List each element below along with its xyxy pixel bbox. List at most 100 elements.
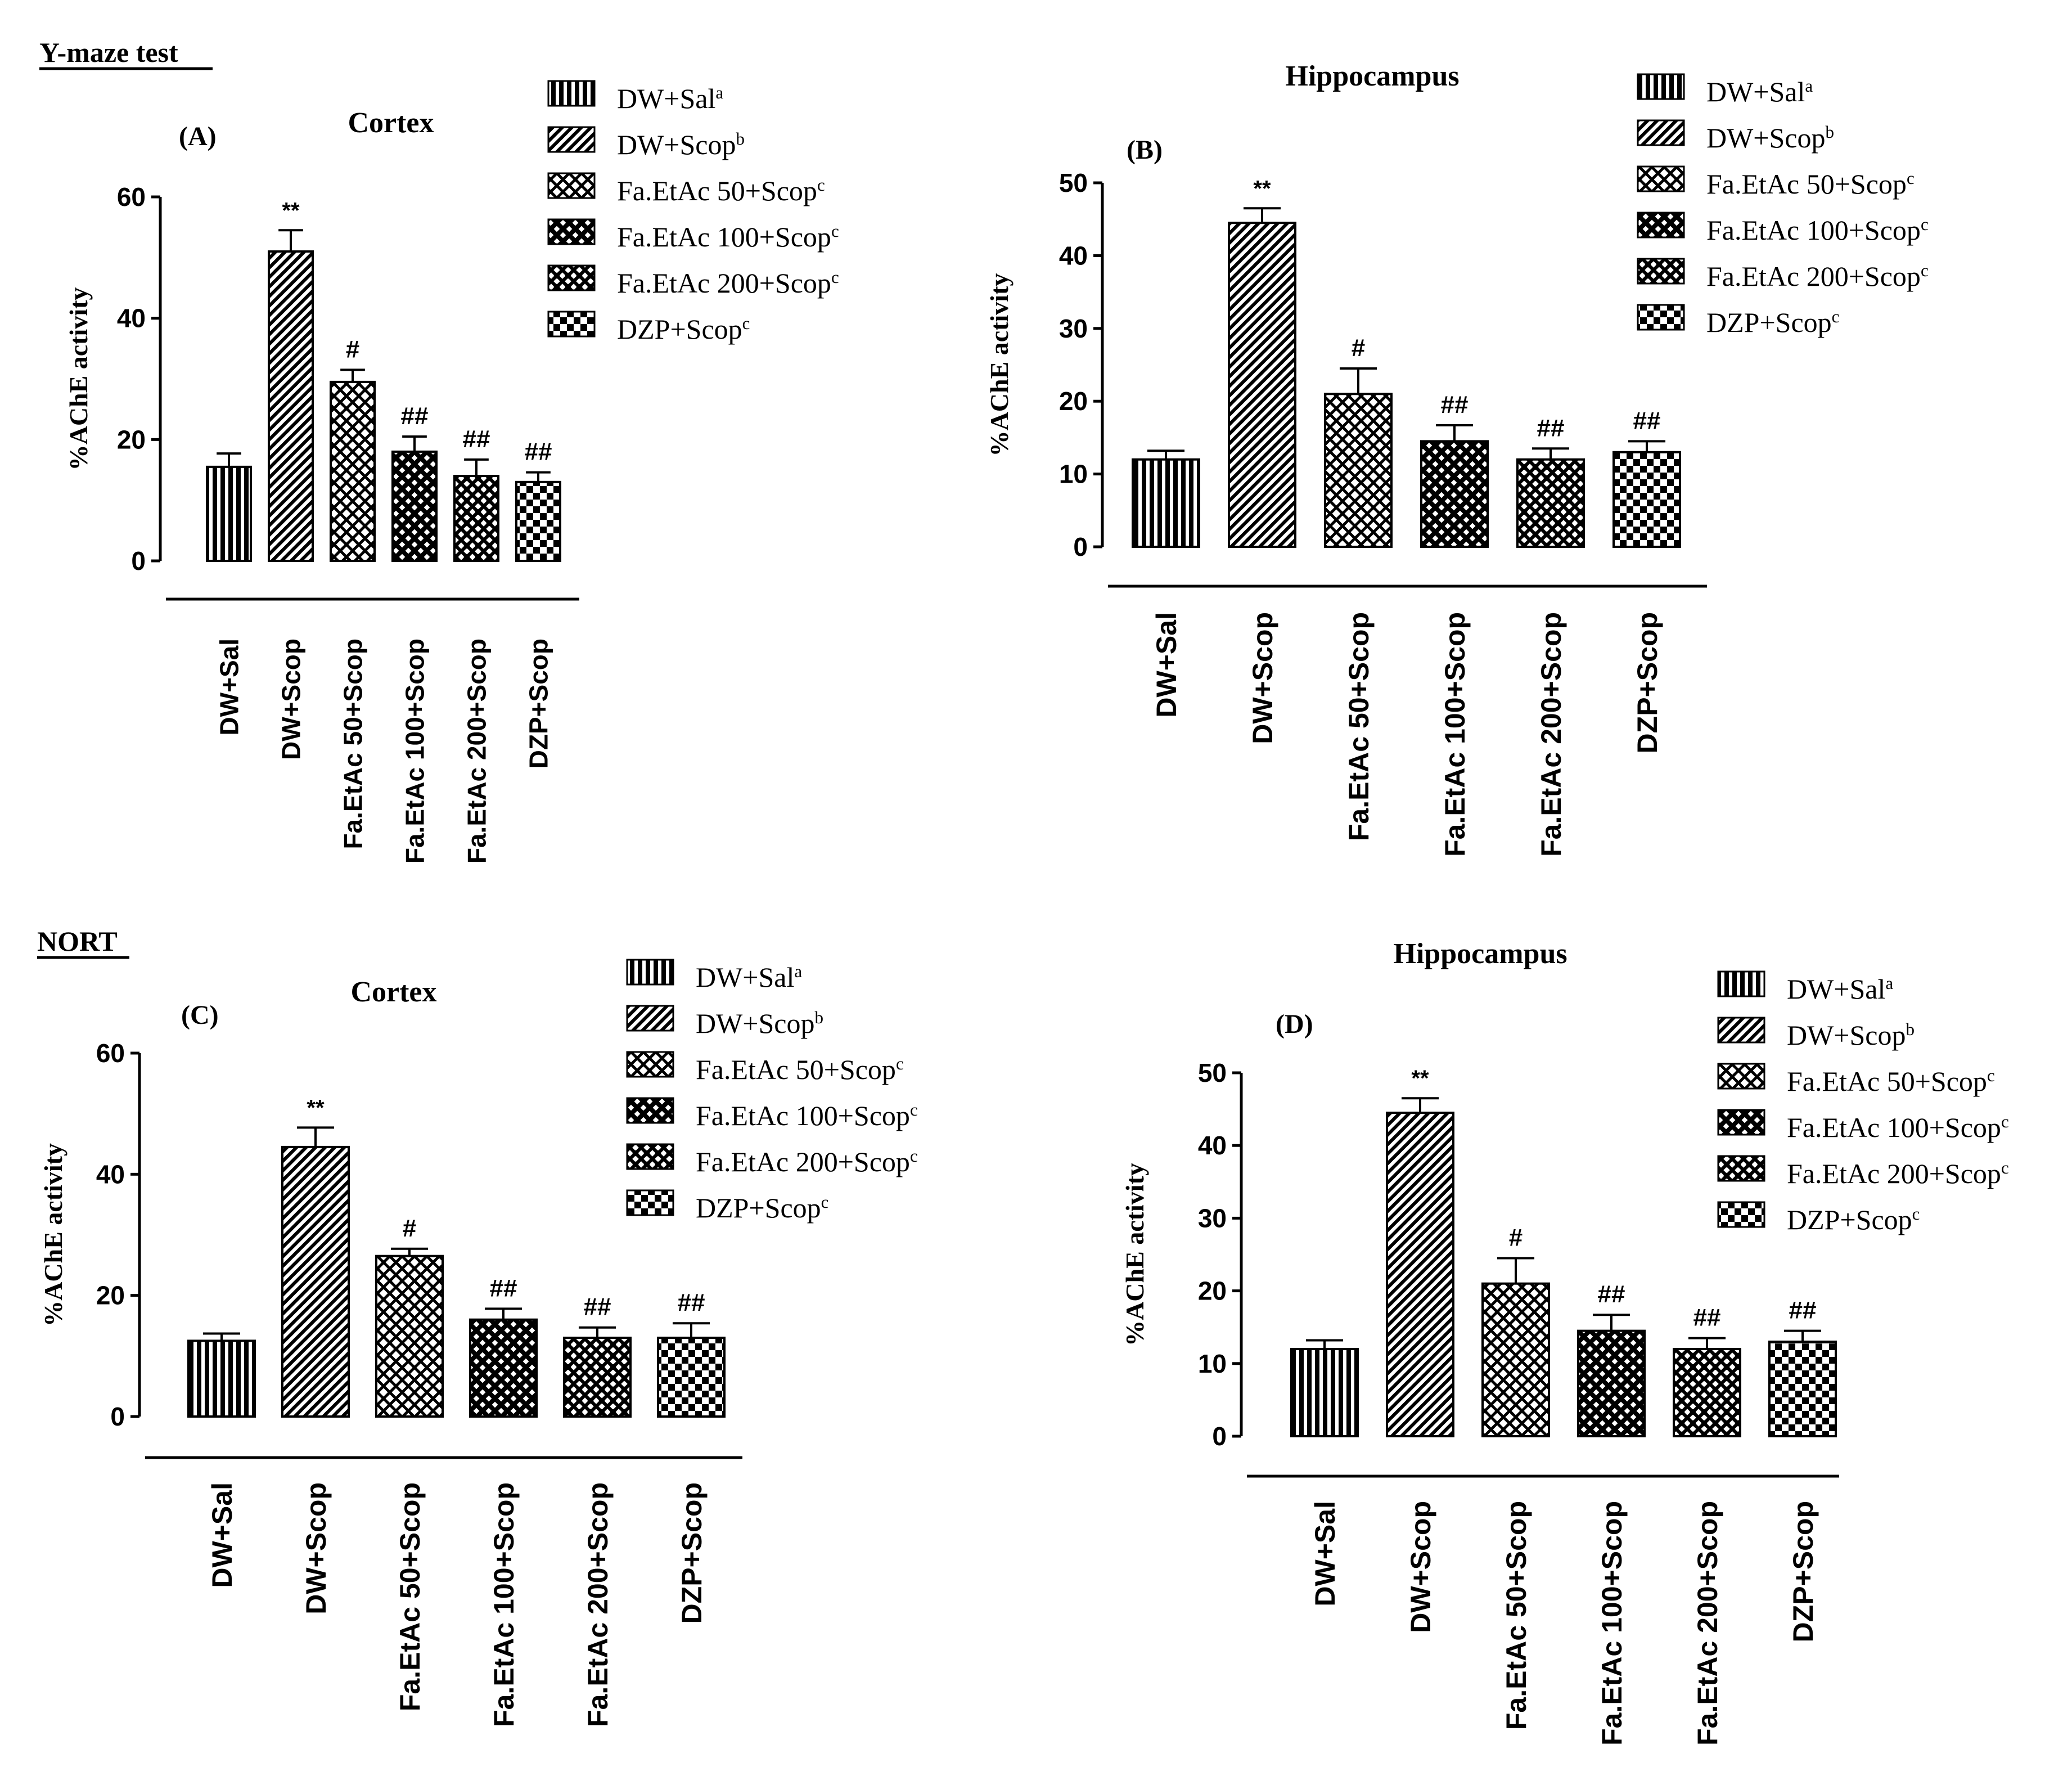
x-tick-label: DW+Sal: [1309, 1501, 1341, 1607]
chart-panel-c: (C) Cortex 0 20 40 60 %AChE activity DW+Sal ** DW…: [39, 959, 918, 1727]
x-tick-label: DW+Sal: [215, 639, 244, 736]
legend-swatch: [1637, 304, 1685, 331]
bar: [1324, 393, 1393, 548]
legend-swatch: [1717, 1201, 1765, 1228]
x-tick-label: DW+Scop: [300, 1482, 332, 1615]
x-tick-label: DZP+Scop: [524, 639, 553, 768]
significance-label: #: [1509, 1224, 1523, 1251]
bar: [469, 1318, 538, 1418]
bar: [391, 450, 438, 563]
section-label-nort: NORT: [37, 925, 129, 959]
legend-swatch: [1637, 165, 1685, 192]
significance-label: **: [307, 1095, 325, 1120]
bar: [281, 1145, 350, 1418]
panel-label: (C): [181, 1000, 219, 1030]
significance-label: ##: [678, 1289, 705, 1316]
x-tick-label: Fa.EtAc 200+Scop: [582, 1482, 614, 1727]
legend-superscript: a: [1805, 76, 1813, 96]
legend-entry: DW+Scopb: [1706, 122, 1834, 154]
legend-swatch: [1717, 1017, 1765, 1044]
section-label-ymaze: Y-maze test: [39, 37, 213, 70]
y-tick-label: 50: [1059, 168, 1088, 197]
bar: [1673, 1347, 1741, 1437]
y-tick-label: 30: [1198, 1203, 1227, 1233]
x-tick-label: DW+Sal: [1151, 612, 1182, 718]
legend-entry: DZP+Scopc: [1787, 1204, 1920, 1236]
legend-entry: DW+Sala: [617, 83, 723, 115]
legend-label: Fa.EtAc 50+Scop: [1787, 1065, 1987, 1097]
significance-label: ##: [490, 1274, 517, 1302]
significance-label: #: [1352, 334, 1365, 362]
y-tick-label: 20: [1059, 386, 1088, 416]
y-tick-label: 20: [1198, 1276, 1227, 1306]
legend-label: DW+Sal: [696, 961, 794, 993]
chart-title: Hippocampus: [1285, 60, 1459, 92]
chart-panel-a: (A) Cortex 0 20 40 60 %AChE activity DW+Sal ** DW…: [64, 80, 839, 864]
legend-superscript: c: [831, 267, 839, 287]
legend-superscript: c: [910, 1146, 918, 1166]
legend-entry: DW+Sala: [1706, 76, 1813, 108]
x-tick-label: DZP+Scop: [1787, 1501, 1819, 1642]
legend-entry: DZP+Scopc: [696, 1192, 828, 1224]
x-tick-label: Fa.EtAc 100+Scop: [1439, 612, 1471, 857]
legend-entry: Fa.EtAc 50+Scopc: [617, 175, 825, 207]
legend-swatch: [626, 1189, 674, 1216]
legend-superscript: c: [1832, 307, 1840, 326]
legend-swatch: [547, 264, 596, 291]
legend-label: Fa.EtAc 100+Scop: [1787, 1112, 2001, 1143]
legend-label: DW+Scop: [617, 129, 736, 160]
legend-label: DW+Scop: [1706, 122, 1826, 154]
legend-entry: Fa.EtAc 200+Scopc: [696, 1146, 918, 1178]
bar: [1132, 458, 1200, 548]
significance-label: ##: [1633, 407, 1661, 434]
legend-superscript: c: [742, 313, 750, 333]
y-tick-label: 20: [117, 425, 146, 454]
legend-label: Fa.EtAc 50+Scop: [696, 1054, 896, 1085]
bar: [1612, 451, 1681, 548]
chart-title: Hippocampus: [1393, 938, 1567, 970]
significance-label: ##: [401, 402, 429, 430]
bar: [375, 1255, 444, 1418]
legend-superscript: a: [715, 83, 723, 102]
y-tick-label: 0: [110, 1402, 125, 1431]
legend-label: DW+Scop: [696, 1008, 815, 1039]
y-tick-label: 40: [117, 304, 146, 333]
legend-superscript: c: [821, 1192, 829, 1212]
significance-label: #: [346, 335, 359, 363]
legend-superscript: c: [817, 175, 825, 195]
legend-superscript: c: [896, 1054, 904, 1073]
legend-superscript: c: [831, 221, 839, 241]
legend-swatch: [1637, 258, 1685, 285]
bar: [1420, 440, 1489, 548]
y-tick-label: 40: [96, 1159, 125, 1189]
legend-label: DZP+Scop: [1706, 307, 1832, 338]
bar: [1228, 222, 1296, 548]
y-tick-label: 0: [1073, 532, 1088, 561]
legend-label: Fa.EtAc 200+Scop: [696, 1146, 910, 1177]
chart-title: Cortex: [348, 107, 434, 139]
legend-superscript: c: [1921, 214, 1929, 234]
legend-superscript: c: [2001, 1112, 2009, 1131]
bar: [657, 1337, 726, 1418]
significance-label: **: [1253, 176, 1271, 201]
legend-label: DW+Sal: [1706, 76, 1805, 107]
significance-label: ##: [1441, 391, 1469, 419]
legend-entry: Fa.EtAc 100+Scopc: [1787, 1112, 2009, 1144]
chart-title: Cortex: [350, 976, 436, 1008]
x-tick-label: Fa.EtAc 50+Scop: [1501, 1501, 1532, 1730]
legend-entry: Fa.EtAc 200+Scopc: [617, 267, 839, 299]
y-tick-label: 0: [1212, 1422, 1227, 1451]
legend-label: Fa.EtAc 200+Scop: [1706, 260, 1921, 292]
legend-superscript: a: [1885, 973, 1893, 993]
legend-swatch: [1717, 970, 1765, 997]
x-tick-label: DW+Sal: [206, 1482, 238, 1588]
x-tick-label: DW+Scop: [277, 639, 306, 760]
bar: [187, 1339, 256, 1418]
y-tick-label: 20: [96, 1281, 125, 1310]
x-tick-label: Fa.EtAc 200+Scop: [462, 639, 492, 864]
legend-entry: DW+Scopb: [617, 129, 745, 161]
